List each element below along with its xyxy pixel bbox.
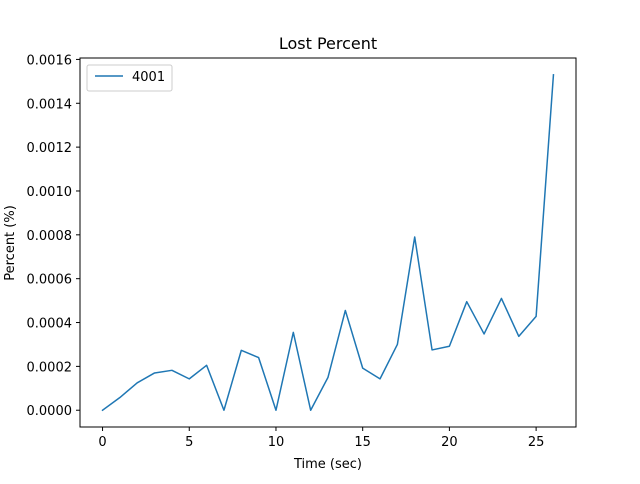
x-tick-label: 15 — [354, 435, 371, 450]
axes-frame — [79, 57, 577, 428]
y-axis-label: Percent (%) — [3, 205, 18, 281]
y-tick-label: 0.0014 — [27, 97, 73, 112]
legend-box — [86, 64, 173, 92]
x-axis-label: Time (sec) — [293, 457, 362, 472]
y-tick-label: 0.0016 — [27, 53, 73, 68]
x-tick-label: 10 — [268, 435, 285, 450]
x-tick-label: 5 — [185, 435, 193, 450]
y-tick-label: 0.0000 — [27, 404, 73, 419]
y-tick-label: 0.0012 — [27, 141, 73, 156]
x-tick-label: 0 — [98, 435, 106, 450]
x-axis-ticks: 0 5 10 15 20 25 — [98, 427, 544, 450]
legend-label: 4001 — [132, 70, 165, 85]
y-tick-label: 0.0006 — [27, 273, 73, 288]
series-line-4001 — [101, 73, 555, 412]
y-tick-label: 0.0002 — [27, 360, 73, 375]
chart-title: Lost Percent — [279, 34, 377, 53]
legend: 4001 — [86, 64, 173, 92]
y-tick-label: 0.0008 — [27, 229, 73, 244]
y-tick-label: 0.0010 — [27, 185, 73, 200]
y-tick-label: 0.0004 — [27, 317, 73, 332]
plot-area — [101, 73, 555, 412]
x-tick-label: 25 — [528, 435, 545, 450]
y-axis-ticks: 0.0000 0.0002 0.0004 0.0006 0.0008 0.0010 0.00… — [27, 53, 80, 419]
x-tick-label: 20 — [441, 435, 458, 450]
